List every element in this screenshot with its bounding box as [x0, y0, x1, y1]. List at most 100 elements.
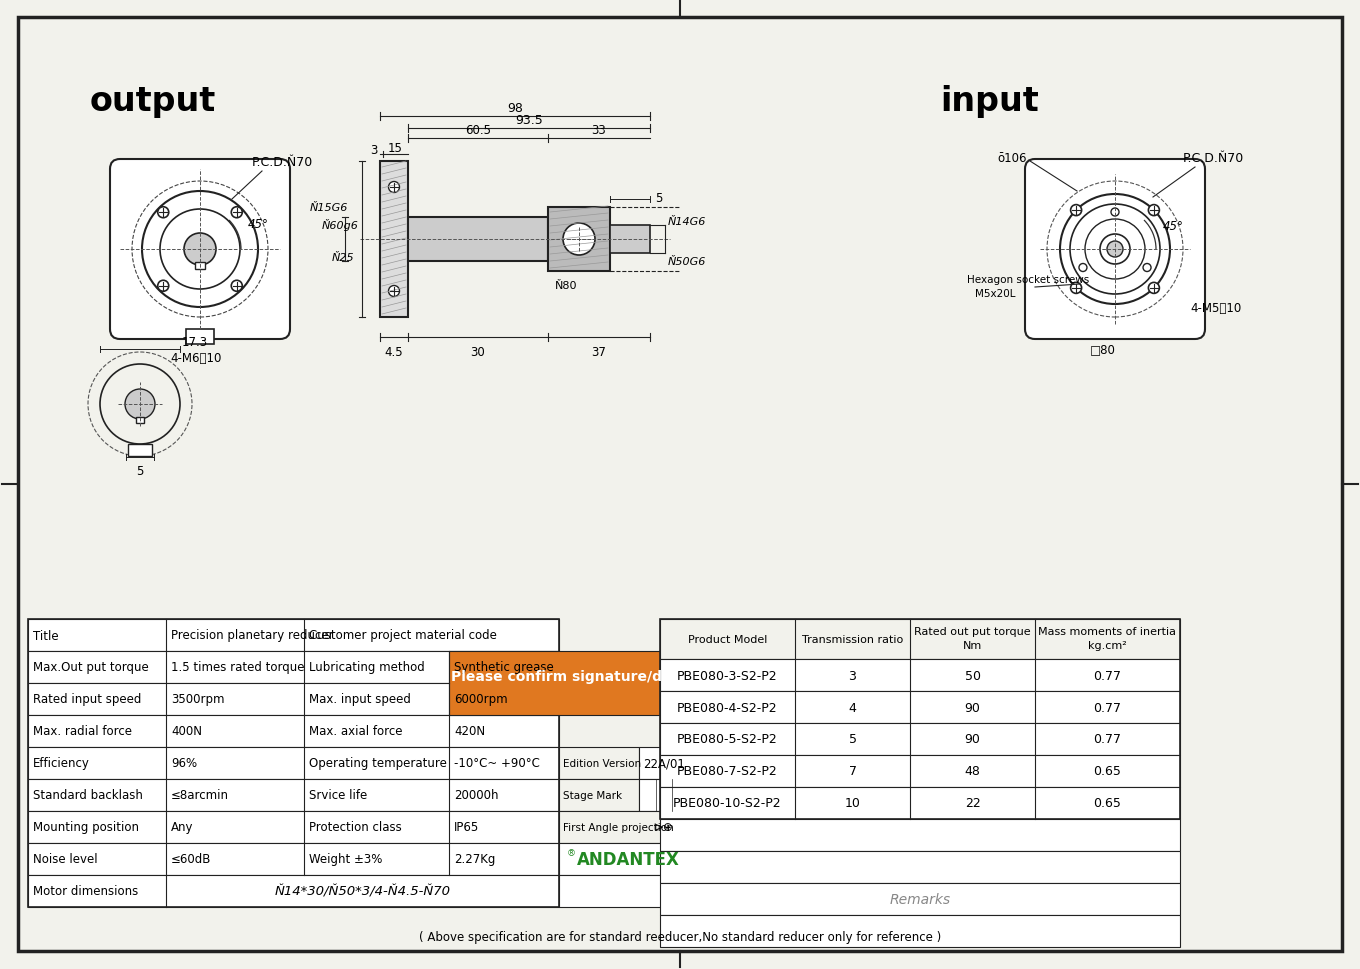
Bar — [408, 218, 548, 262]
Text: 90: 90 — [964, 701, 981, 714]
Circle shape — [158, 207, 169, 218]
Text: Please confirm signature/date: Please confirm signature/date — [450, 670, 687, 683]
Text: 22: 22 — [964, 797, 981, 810]
Text: output: output — [90, 85, 216, 118]
Text: Hexagon socket screws: Hexagon socket screws — [967, 275, 1089, 285]
Text: Max. radial force: Max. radial force — [33, 725, 132, 737]
Bar — [660, 755, 1180, 787]
Text: Noise level: Noise level — [33, 853, 98, 865]
Text: First Angle projection: First Angle projection — [563, 822, 673, 832]
Text: 4-M6⏷10: 4-M6⏷10 — [170, 351, 222, 364]
Bar — [379, 162, 408, 318]
Text: 2.27Kg: 2.27Kg — [454, 853, 495, 865]
Text: Nm: Nm — [963, 641, 982, 650]
Text: 10: 10 — [845, 797, 861, 810]
Text: Transmission ratio: Transmission ratio — [802, 635, 903, 644]
Text: Ň25: Ň25 — [332, 253, 355, 263]
Bar — [660, 915, 1180, 947]
Circle shape — [125, 390, 155, 420]
Text: Ň50G6: Ň50G6 — [668, 257, 706, 266]
Text: Any: Any — [171, 821, 193, 833]
Circle shape — [1107, 241, 1123, 258]
Text: Motor dimensions: Motor dimensions — [33, 885, 139, 897]
Text: 37: 37 — [592, 346, 607, 359]
Bar — [29, 651, 559, 683]
Text: Mounting position: Mounting position — [33, 821, 139, 833]
Text: 5: 5 — [849, 733, 857, 746]
Bar — [660, 851, 1180, 883]
Text: ≤60dB: ≤60dB — [171, 853, 211, 865]
Circle shape — [389, 182, 400, 193]
Bar — [186, 329, 214, 345]
Text: Ň80: Ň80 — [555, 281, 577, 291]
Text: Ň15G6: Ň15G6 — [310, 203, 348, 213]
Circle shape — [1078, 265, 1087, 272]
Text: PBE080-7-S2-P2: PBE080-7-S2-P2 — [677, 765, 778, 778]
Text: Ň60g6: Ň60g6 — [322, 219, 359, 231]
Text: 1.5 times rated torque: 1.5 times rated torque — [171, 661, 305, 673]
Circle shape — [1111, 208, 1119, 217]
Text: Stage Mark: Stage Mark — [563, 790, 622, 800]
Text: 3: 3 — [371, 143, 378, 156]
Bar — [660, 723, 1180, 755]
Text: Rated out put torque: Rated out put torque — [914, 626, 1031, 637]
Bar — [639, 747, 690, 779]
Text: Efficiency: Efficiency — [33, 757, 90, 769]
Circle shape — [1070, 283, 1081, 294]
Circle shape — [231, 281, 242, 292]
Bar — [660, 691, 1180, 723]
Text: 30: 30 — [471, 346, 486, 359]
Text: Synthetic grease: Synthetic grease — [454, 661, 554, 673]
Bar — [559, 779, 639, 811]
Text: Rated input speed: Rated input speed — [33, 693, 141, 705]
Text: kg.cm²: kg.cm² — [1088, 641, 1127, 650]
Text: 96%: 96% — [171, 757, 197, 769]
Text: 400N: 400N — [171, 725, 203, 737]
Text: Protection class: Protection class — [309, 821, 401, 833]
Text: Operating temperature: Operating temperature — [309, 757, 447, 769]
Text: □80: □80 — [1091, 343, 1117, 357]
Bar — [29, 811, 559, 843]
Bar — [660, 619, 1180, 659]
Text: 0.65: 0.65 — [1093, 797, 1122, 810]
Text: Title: Title — [33, 629, 58, 641]
Text: PBE080-4-S2-P2: PBE080-4-S2-P2 — [677, 701, 778, 714]
Bar — [660, 819, 1180, 851]
Text: ō106: ō106 — [997, 151, 1027, 165]
Bar — [559, 747, 639, 779]
Circle shape — [1148, 283, 1159, 294]
Text: 3500rpm: 3500rpm — [171, 693, 224, 705]
Circle shape — [1148, 205, 1159, 216]
Text: Max.Out put torque: Max.Out put torque — [33, 661, 148, 673]
Circle shape — [184, 234, 216, 266]
Bar — [559, 875, 690, 907]
Text: 4.5: 4.5 — [385, 346, 404, 359]
Text: P.C.D.Ň70: P.C.D.Ň70 — [1183, 151, 1244, 165]
Text: 48: 48 — [964, 765, 981, 778]
Text: 0.77: 0.77 — [1093, 701, 1122, 714]
Text: P.C.D.Ň70: P.C.D.Ň70 — [252, 155, 313, 169]
Text: Lubricating method: Lubricating method — [309, 661, 424, 673]
Text: -10°C~ +90°C: -10°C~ +90°C — [454, 757, 540, 769]
Bar — [548, 207, 611, 271]
Bar — [29, 619, 559, 651]
Text: 33: 33 — [592, 124, 607, 138]
Text: Standard backlash: Standard backlash — [33, 789, 143, 801]
Circle shape — [231, 207, 242, 218]
Circle shape — [1070, 205, 1081, 216]
Text: 3: 3 — [849, 669, 857, 682]
Circle shape — [563, 224, 596, 256]
Text: Customer project material code: Customer project material code — [309, 629, 496, 641]
Bar — [29, 747, 559, 779]
Text: 60.5: 60.5 — [465, 124, 491, 138]
Text: 5: 5 — [136, 464, 144, 478]
Text: ( Above specification are for standard reeducer,No standard reducer only for ref: ( Above specification are for standard r… — [419, 930, 941, 944]
Text: ⊳⊕: ⊳⊕ — [654, 821, 673, 833]
Text: 45°: 45° — [248, 218, 269, 232]
Text: 45°: 45° — [1163, 219, 1183, 233]
Text: Weight ±3%: Weight ±3% — [309, 853, 382, 865]
Bar — [559, 811, 690, 843]
Text: 15: 15 — [388, 142, 403, 155]
Text: 4-M5⏷10: 4-M5⏷10 — [1190, 301, 1242, 314]
Text: 50: 50 — [964, 669, 981, 682]
